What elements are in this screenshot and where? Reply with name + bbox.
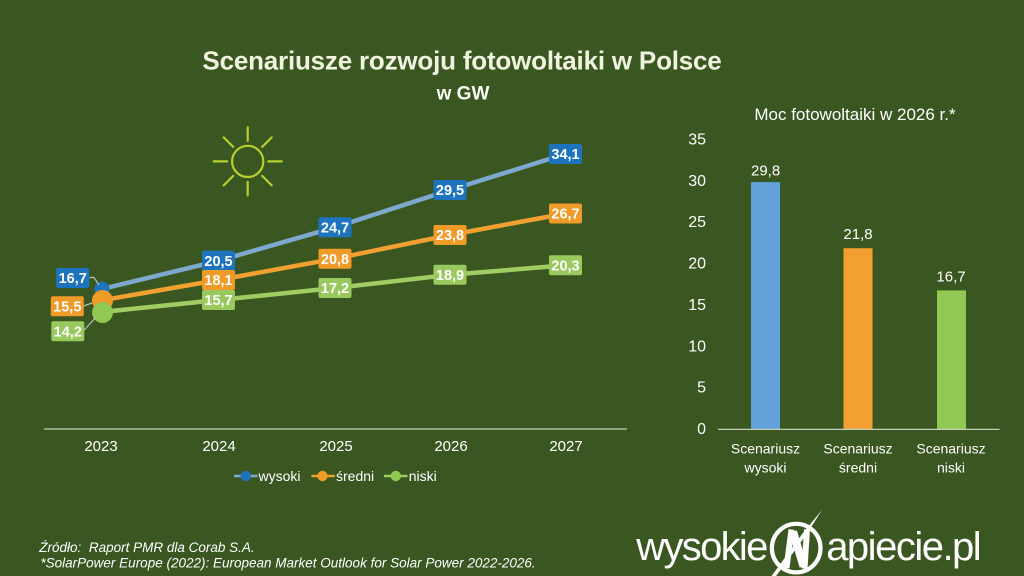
svg-text:0: 0 [697, 421, 706, 438]
svg-text:16,7: 16,7 [936, 269, 965, 286]
svg-text:29,5: 29,5 [436, 183, 464, 199]
svg-text:*SolarPower Europe (2022): Eur: *SolarPower Europe (2022): European Mark… [40, 556, 535, 571]
svg-text:29,8: 29,8 [751, 163, 780, 180]
svg-text:16,7: 16,7 [59, 271, 87, 287]
svg-text:14,2: 14,2 [54, 324, 82, 340]
svg-text:Moc fotowoltaiki w 2026 r.*: Moc fotowoltaiki w 2026 r.* [754, 105, 956, 124]
svg-text:18,1: 18,1 [204, 273, 232, 289]
svg-text:18,9: 18,9 [436, 268, 464, 284]
svg-text:17,2: 17,2 [321, 281, 349, 297]
svg-text:15,5: 15,5 [53, 300, 81, 316]
svg-text:Scenariusz: Scenariusz [916, 441, 985, 457]
svg-text:20,5: 20,5 [204, 254, 232, 270]
svg-text:średni: średni [336, 468, 374, 484]
svg-text:wysoki: wysoki [258, 468, 301, 484]
svg-text:15: 15 [688, 297, 706, 314]
svg-text:2023: 2023 [84, 438, 117, 455]
svg-text:34,1: 34,1 [551, 147, 579, 163]
svg-text:Scenariusz: Scenariusz [823, 441, 892, 457]
svg-text:apiecie.pl: apiecie.pl [826, 525, 980, 569]
svg-text:niski: niski [937, 460, 965, 476]
svg-text:2024: 2024 [202, 438, 235, 455]
svg-text:niski: niski [409, 468, 437, 484]
svg-text:2026: 2026 [434, 438, 467, 455]
svg-text:2027: 2027 [549, 438, 582, 455]
svg-text:24,7: 24,7 [321, 221, 349, 237]
svg-text:25: 25 [688, 214, 706, 231]
svg-text:10: 10 [688, 338, 706, 355]
svg-text:wysoki: wysoki [743, 460, 786, 476]
svg-text:21,8: 21,8 [843, 226, 872, 243]
svg-text:Scenariusze rozwoju fotowoltai: Scenariusze rozwoju fotowoltaiki w Polsc… [202, 46, 721, 76]
svg-text:20,3: 20,3 [551, 259, 579, 275]
svg-text:20: 20 [688, 256, 706, 273]
svg-text:wysokie: wysokie [635, 525, 767, 569]
svg-text:15,7: 15,7 [204, 293, 232, 309]
svg-text:30: 30 [688, 173, 706, 190]
svg-text:Scenariusz: Scenariusz [731, 441, 800, 457]
svg-text:26,7: 26,7 [551, 207, 579, 223]
svg-text:5: 5 [697, 380, 706, 397]
svg-text:20,8: 20,8 [321, 252, 349, 268]
svg-text:2025: 2025 [319, 438, 352, 455]
svg-text:23,8: 23,8 [436, 228, 464, 244]
svg-text:Źródło: Raport PMR dla Corab: Źródło: Raport PMR dla Corab S.A. [38, 540, 254, 555]
svg-text:średni: średni [839, 460, 877, 476]
svg-text:35: 35 [688, 132, 706, 149]
svg-text:w GW: w GW [436, 84, 490, 105]
